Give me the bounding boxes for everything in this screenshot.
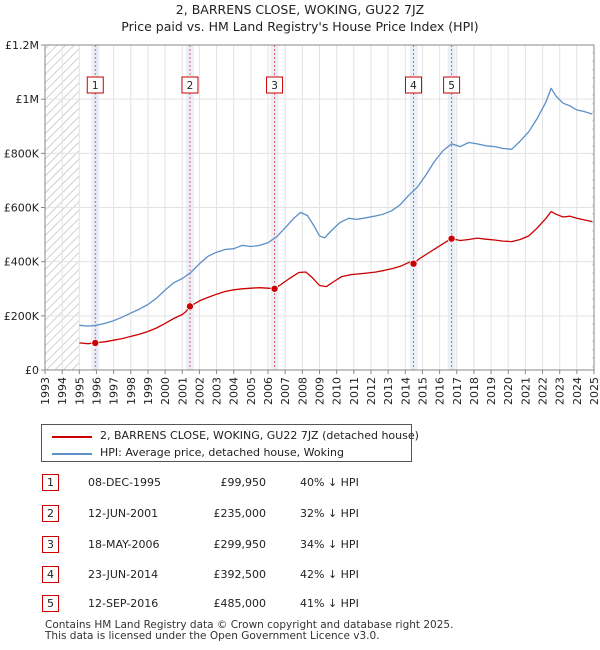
sale-number-badge: 1 xyxy=(42,474,59,491)
sale-hpi-diff: 34% ↓ HPI xyxy=(300,538,359,551)
y-tick-label: £1M xyxy=(16,93,40,106)
footer-credit: Contains HM Land Registry data © Crown c… xyxy=(45,620,453,642)
sale-number-box xyxy=(181,76,199,94)
x-tick-label: 2012 xyxy=(365,377,378,405)
x-tick-label: 2016 xyxy=(434,377,447,405)
x-tick-label: 2024 xyxy=(571,377,584,405)
sale-number-box xyxy=(405,76,423,94)
sale-highlight-band xyxy=(409,45,418,370)
x-tick-label: 2011 xyxy=(348,377,361,405)
x-tick-label: 2020 xyxy=(502,377,515,405)
sale-point xyxy=(409,259,418,268)
footer-line-licence: This data is licensed under the Open Gov… xyxy=(45,630,380,642)
sale-point xyxy=(185,302,194,311)
x-tick-label: 2005 xyxy=(245,377,258,405)
sale-hpi-diff: 42% ↓ HPI xyxy=(300,568,359,581)
x-tick-label: 2014 xyxy=(399,377,412,405)
x-tick-label: 2007 xyxy=(279,377,292,405)
x-tick-label: 2002 xyxy=(193,377,206,405)
sale-hpi-diff: 41% ↓ HPI xyxy=(300,597,359,610)
sale-number-badge: 4 xyxy=(42,566,59,583)
sale-price: £392,500 xyxy=(213,568,267,581)
sale-number-badge: 5 xyxy=(42,595,59,612)
x-tick-label: 2000 xyxy=(159,377,172,405)
x-tick-label: 2009 xyxy=(314,377,327,405)
sale-highlight-band xyxy=(185,45,194,370)
sale-number-label: 1 xyxy=(92,80,99,92)
x-tick-label: 1997 xyxy=(108,377,121,405)
sale-number-box xyxy=(86,76,104,94)
x-tick-label: 2004 xyxy=(228,377,241,405)
price-chart: 1 2 3 4 5 £0 £200K £400K £600K £800K £1M £1.2M 1993… xyxy=(4,39,600,405)
x-tick-label: 1993 xyxy=(39,377,52,405)
sale-number-badge: 2 xyxy=(42,505,59,522)
legend-swatch-property xyxy=(52,436,92,438)
sale-number-label: 2 xyxy=(187,80,194,92)
x-tick-label: 2006 xyxy=(262,377,275,405)
sale-number-label: 3 xyxy=(271,80,278,92)
sale-date: 12-SEP-2016 xyxy=(88,597,159,610)
sale-number-box xyxy=(266,76,284,94)
sale-point xyxy=(447,234,456,243)
legend-label-property: 2, BARRENS CLOSE, WOKING, GU22 7JZ (deta… xyxy=(100,429,419,442)
footer-line-copyright: Contains HM Land Registry data © Crown c… xyxy=(45,619,454,631)
x-tick-label: 2003 xyxy=(211,377,224,405)
sale-date: 18-MAY-2006 xyxy=(88,538,160,551)
chart-legend: 2, BARRENS CLOSE, WOKING, GU22 7JZ (deta… xyxy=(41,424,419,462)
sale-point xyxy=(270,284,279,293)
x-tick-label: 2021 xyxy=(519,377,532,405)
y-tick-label: £200K xyxy=(4,310,40,323)
sale-hpi-diff: 32% ↓ HPI xyxy=(300,507,359,520)
x-tick-label: 2018 xyxy=(468,377,481,405)
x-tick-label: 2025 xyxy=(588,377,600,405)
y-tick-label: £800K xyxy=(4,147,40,160)
x-tick-label: 2022 xyxy=(537,377,550,405)
sale-price: £99,950 xyxy=(220,476,267,489)
chart-subtitle: Price paid vs. HM Land Registry's House … xyxy=(121,19,479,34)
sale-point xyxy=(91,338,100,347)
x-tick-label: 2013 xyxy=(382,377,395,405)
sale-number-badge: 3 xyxy=(42,536,59,553)
x-tick-label: 1999 xyxy=(142,377,155,405)
sale-number-box xyxy=(443,76,461,94)
sale-date: 08-DEC-1995 xyxy=(88,476,162,489)
sale-price: £299,950 xyxy=(213,538,267,551)
x-tick-label: 2001 xyxy=(176,377,189,405)
x-tick-label: 2015 xyxy=(416,377,429,405)
sale-date: 12-JUN-2001 xyxy=(88,507,159,520)
series-line-hpi xyxy=(79,87,593,327)
x-tick-label: 2019 xyxy=(485,377,498,405)
sale-number-label: 5 xyxy=(448,80,455,92)
x-tick-label: 2023 xyxy=(554,377,567,405)
sale-highlight-band xyxy=(270,45,279,370)
x-tick-label: 1995 xyxy=(73,377,86,405)
x-tick-label: 2010 xyxy=(331,377,344,405)
y-tick-label: £0 xyxy=(25,364,39,377)
sale-price: £235,000 xyxy=(213,507,267,520)
chart-title: 2, BARRENS CLOSE, WOKING, GU22 7JZ xyxy=(175,2,425,17)
x-tick-label: 2008 xyxy=(296,377,309,405)
y-tick-label: £400K xyxy=(4,256,40,269)
x-tick-label: 1994 xyxy=(56,377,69,405)
series-line-property xyxy=(79,210,593,345)
sale-highlight-band xyxy=(91,45,100,370)
sale-date: 23-JUN-2014 xyxy=(88,568,159,581)
sale-price: £485,000 xyxy=(213,597,267,610)
x-tick-label: 2017 xyxy=(451,377,464,405)
x-tick-label: 1996 xyxy=(90,377,103,405)
legend-label-hpi: HPI: Average price, detached house, Woki… xyxy=(100,446,344,459)
sale-hpi-diff: 40% ↓ HPI xyxy=(300,476,359,489)
legend-swatch-hpi xyxy=(52,453,92,455)
y-tick-label: £600K xyxy=(4,202,40,215)
sale-highlight-band xyxy=(447,45,456,370)
y-tick-label: £1.2M xyxy=(5,39,39,52)
sale-number-label: 4 xyxy=(410,80,417,92)
x-tick-label: 1998 xyxy=(125,377,138,405)
